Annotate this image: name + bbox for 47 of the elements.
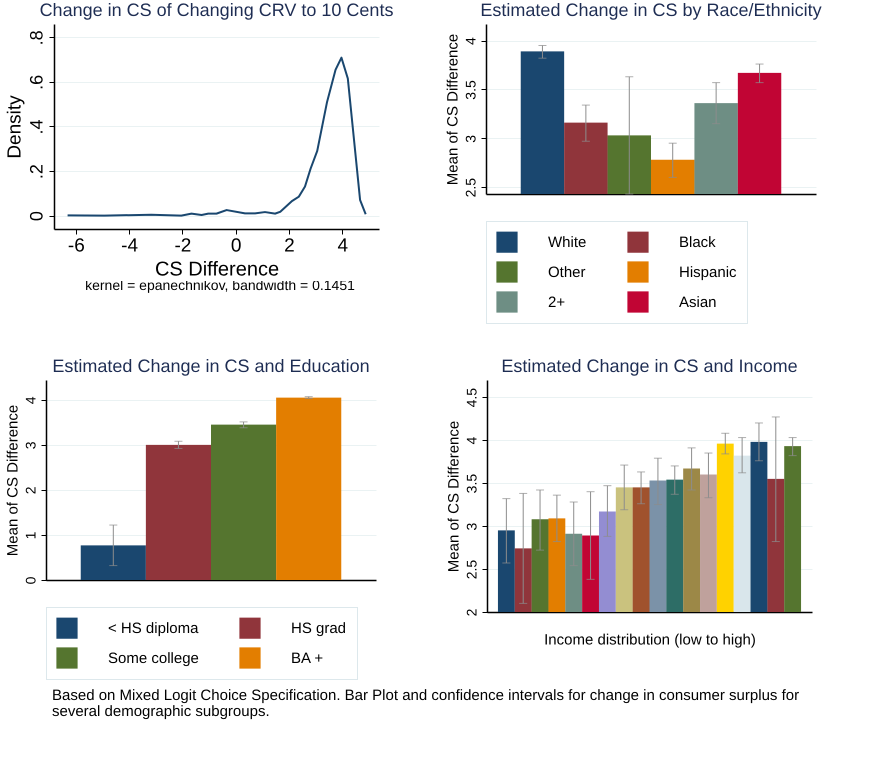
legend-label: Asian: [679, 294, 717, 311]
y-axis-title: Density: [4, 94, 26, 159]
y-tick-label: 3.5: [464, 474, 480, 494]
y-tick-label: 2: [22, 486, 38, 494]
y-tick-label: 3: [22, 441, 38, 450]
legend-label: 2+: [548, 294, 566, 311]
chart-title: Estimated Change in CS and Education: [52, 356, 370, 376]
legend-label: Other: [548, 264, 586, 281]
legend-label: HS grad: [291, 620, 346, 638]
y-tick-label: .2: [26, 164, 46, 180]
y-tick-label: 2.5: [462, 178, 478, 198]
y-tick-label: 2: [464, 608, 480, 616]
x-tick-label: -4: [121, 236, 138, 256]
y-tick-label: 3: [462, 134, 478, 143]
x-axis-title: Income distribution (low to high): [544, 632, 756, 648]
y-tick-label: 0: [26, 211, 46, 222]
y-tick-label: 2.5: [464, 560, 480, 580]
legend-label: < HS diploma: [108, 620, 200, 638]
legend-label: Some college: [108, 650, 199, 667]
legend-label: BA +: [291, 650, 324, 667]
x-tick-label: -6: [68, 236, 85, 256]
y-tick-label: 4: [462, 37, 478, 46]
y-tick-label: 1: [22, 531, 38, 540]
legend-label: Hispanic: [679, 264, 738, 281]
y-tick-label: .8: [26, 30, 46, 46]
y-axis-title: Mean of CS Difference: [446, 420, 462, 572]
y-tick-label: 4: [22, 396, 38, 404]
y-axis-title: Mean of CS Difference: [444, 34, 462, 186]
y-tick-label: 0: [22, 576, 38, 584]
y-tick-label: 4.5: [464, 388, 480, 408]
x-tick-label: 2: [284, 236, 295, 256]
x-tick-label: 4: [337, 236, 348, 256]
y-tick-label: 3: [464, 522, 480, 530]
legend-label: White: [548, 234, 586, 252]
text: Based on Mixed Logit Choice Specification. Bar Plot and confidence intervals for change in consumer surplus for several demographic subgroups.: [52, 687, 800, 720]
chart-title: Estimated Change in CS by Race/Ethnicity: [480, 0, 822, 20]
chart-title: Change in CS of Changing CRV to 10 Cents: [40, 0, 394, 20]
y-tick-label: .4: [26, 119, 46, 135]
x-tick-label: 0: [230, 236, 242, 256]
y-tick-label: 3.5: [462, 80, 478, 100]
chart-title: Estimated Change in CS and Income: [501, 356, 798, 376]
y-tick-label: 4: [464, 436, 480, 445]
y-tick-label: .6: [26, 74, 46, 90]
y-axis-title: Mean of CS Difference: [4, 404, 22, 556]
x-axis-title: CS Difference: [154, 258, 280, 280]
x-tick-label: -2: [174, 236, 192, 256]
legend-label: Black: [679, 234, 716, 252]
